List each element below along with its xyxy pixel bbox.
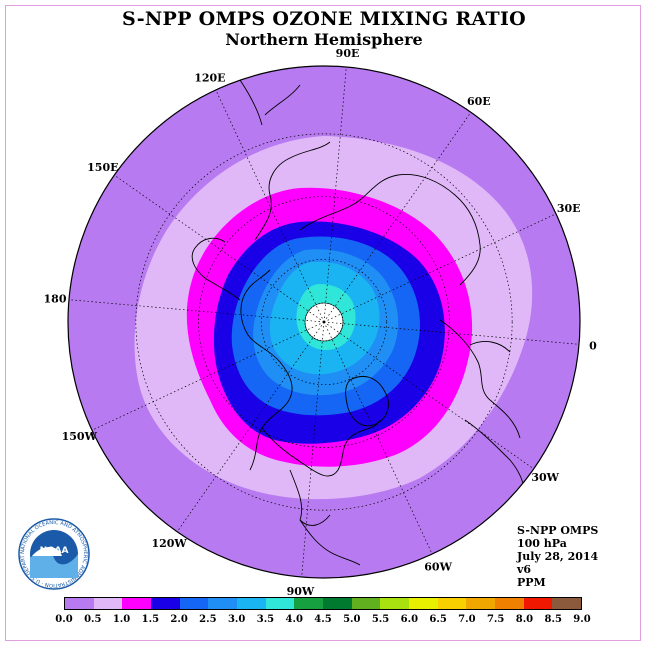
longitude-label: 60E xyxy=(467,95,491,108)
page-title: S-NPP OMPS OZONE MIXING RATIO xyxy=(121,8,527,30)
longitude-label: 180 xyxy=(44,292,67,305)
colorbar-swatch xyxy=(122,598,152,609)
longitude-label: 90E xyxy=(336,47,360,60)
colorbar-swatch xyxy=(351,598,381,609)
colorbar-tick-label: 5.5 xyxy=(371,614,390,625)
colorbar-swatch xyxy=(437,598,467,609)
longitude-label: 60W xyxy=(424,561,452,574)
graticule xyxy=(68,66,580,578)
meridian-line xyxy=(176,321,325,532)
longitude-label: 150E xyxy=(87,161,118,174)
coastline-alaska xyxy=(191,237,241,301)
colorbar-tick-label: 5.0 xyxy=(343,614,361,625)
colorbar-tick-label: 4.5 xyxy=(314,614,332,625)
colorbar-tick-label: 8.0 xyxy=(515,614,534,625)
colorbar-tick-label: 0.5 xyxy=(84,614,102,625)
colorbar-swatch xyxy=(323,598,352,609)
latitude-circle xyxy=(260,258,388,386)
longitude-label: 90W xyxy=(287,585,315,598)
longitude-label: 0 xyxy=(589,340,597,353)
info-instrument: S-NPP OMPS xyxy=(517,524,599,537)
colorbar-tick-label: 7.0 xyxy=(458,614,476,625)
figure-frame xyxy=(5,5,641,641)
meridian-line xyxy=(323,213,557,323)
logo-bird xyxy=(32,547,62,556)
logo-wave xyxy=(30,550,78,578)
colorbar-swatch xyxy=(93,598,123,609)
coastline-central-america xyxy=(299,519,361,566)
colorbar-swatch xyxy=(208,598,238,609)
colorbar-tick-label: 6.5 xyxy=(429,614,447,625)
meridian-line xyxy=(323,112,472,323)
colorbar-swatch xyxy=(237,598,266,609)
colorbar-swatch xyxy=(466,598,496,609)
longitude-labels: 90E 60E 30E 0 30W 60W 90W 120W 150W 180 150E 120E xyxy=(44,47,598,598)
meridian-line xyxy=(91,321,325,431)
longitude-label: 30E xyxy=(557,202,581,215)
noaa-logo: NATIONAL OCEANIC AND ATMOSPHERIC ADMINIS… xyxy=(18,518,90,590)
coastline-europe xyxy=(439,319,521,439)
meridian-line xyxy=(323,66,347,323)
coastline-greenland xyxy=(345,376,389,427)
meridian-line xyxy=(323,321,433,555)
colorbar-tick-label: 8.5 xyxy=(544,614,562,625)
colorbar-tick-label: 1.0 xyxy=(112,614,131,625)
page-subtitle: Northern Hemisphere xyxy=(225,30,423,49)
map-boundary xyxy=(67,65,581,579)
colorbar-swatch xyxy=(294,598,324,609)
colorbar-ticks: 0.0 0.5 1.0 1.5 2.0 2.5 3.0 3.5 4.0 4.5 5.0 5.5 6.0 6… xyxy=(55,614,590,628)
colorbar-tick-label: 4.0 xyxy=(285,614,303,625)
info-units: PPM xyxy=(517,576,546,589)
longitude-label: 150W xyxy=(62,430,98,443)
colorbar-tick-label: 2.5 xyxy=(199,614,217,625)
colorbar-tick-label: 0.0 xyxy=(55,614,73,625)
meridian-line xyxy=(215,89,325,323)
meridian-line xyxy=(114,174,325,323)
colorbar-swatch xyxy=(523,598,553,609)
info-level: 100 hPa xyxy=(517,537,567,550)
colorbar-swatch xyxy=(151,598,180,609)
meridian-line xyxy=(323,321,534,470)
coastline-asia xyxy=(239,79,481,286)
info-version: v6 xyxy=(517,563,532,576)
product-info: S-NPP OMPS 100 hPa July 28, 2014 v6 PPM xyxy=(517,524,598,589)
colorbar-tick-label: 9.0 xyxy=(573,614,591,625)
meridian-line xyxy=(323,321,580,345)
colorbar-tick-label: 2.0 xyxy=(170,614,188,625)
longitude-label: 120W xyxy=(151,537,187,550)
coastlines xyxy=(191,79,525,566)
colorbar-swatch xyxy=(265,598,295,609)
colorbar-tick-label: 7.5 xyxy=(486,614,505,625)
colorbar-swatch xyxy=(495,598,524,609)
latitude-circle xyxy=(198,196,450,448)
meridian-line xyxy=(301,321,325,578)
colorbar xyxy=(64,597,582,610)
polar-gap-stipple xyxy=(304,302,344,342)
colorbar-swatch xyxy=(552,598,582,609)
colorbar-tick-label: 3.5 xyxy=(256,614,275,625)
colorbar-swatch xyxy=(409,598,438,609)
colorbar-swatch xyxy=(380,598,410,609)
longitude-label: 120E xyxy=(194,71,225,84)
meridian-line xyxy=(68,299,325,323)
coastline-north-america xyxy=(240,269,381,526)
colorbar-tick-label: 1.5 xyxy=(141,614,160,625)
info-date: July 28, 2014 xyxy=(517,550,599,563)
colorbar-swatch xyxy=(179,598,209,609)
logo-text: NOAA xyxy=(40,546,69,556)
colorbar-swatch xyxy=(65,598,94,609)
colorbar-tick-label: 6.0 xyxy=(400,614,419,625)
colorbar-tick-label: 3.0 xyxy=(227,614,246,625)
longitude-label: 30W xyxy=(531,471,559,484)
